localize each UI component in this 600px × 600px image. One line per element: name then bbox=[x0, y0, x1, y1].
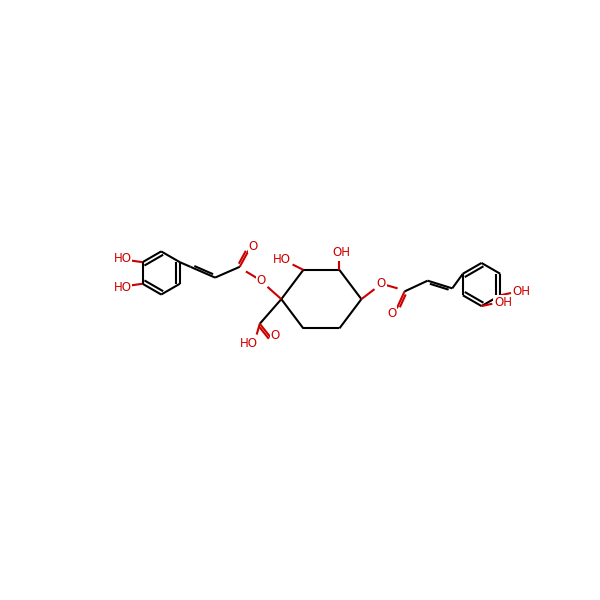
Text: O: O bbox=[257, 274, 266, 287]
Text: OH: OH bbox=[332, 247, 350, 259]
Text: O: O bbox=[377, 277, 386, 290]
Text: HO: HO bbox=[113, 252, 131, 265]
Text: HO: HO bbox=[113, 281, 131, 294]
Text: HO: HO bbox=[273, 253, 291, 266]
Text: O: O bbox=[388, 307, 397, 320]
Text: HO: HO bbox=[240, 337, 258, 350]
Text: OH: OH bbox=[513, 285, 531, 298]
Text: O: O bbox=[271, 329, 280, 342]
Text: O: O bbox=[248, 239, 257, 253]
Text: OH: OH bbox=[494, 296, 512, 309]
